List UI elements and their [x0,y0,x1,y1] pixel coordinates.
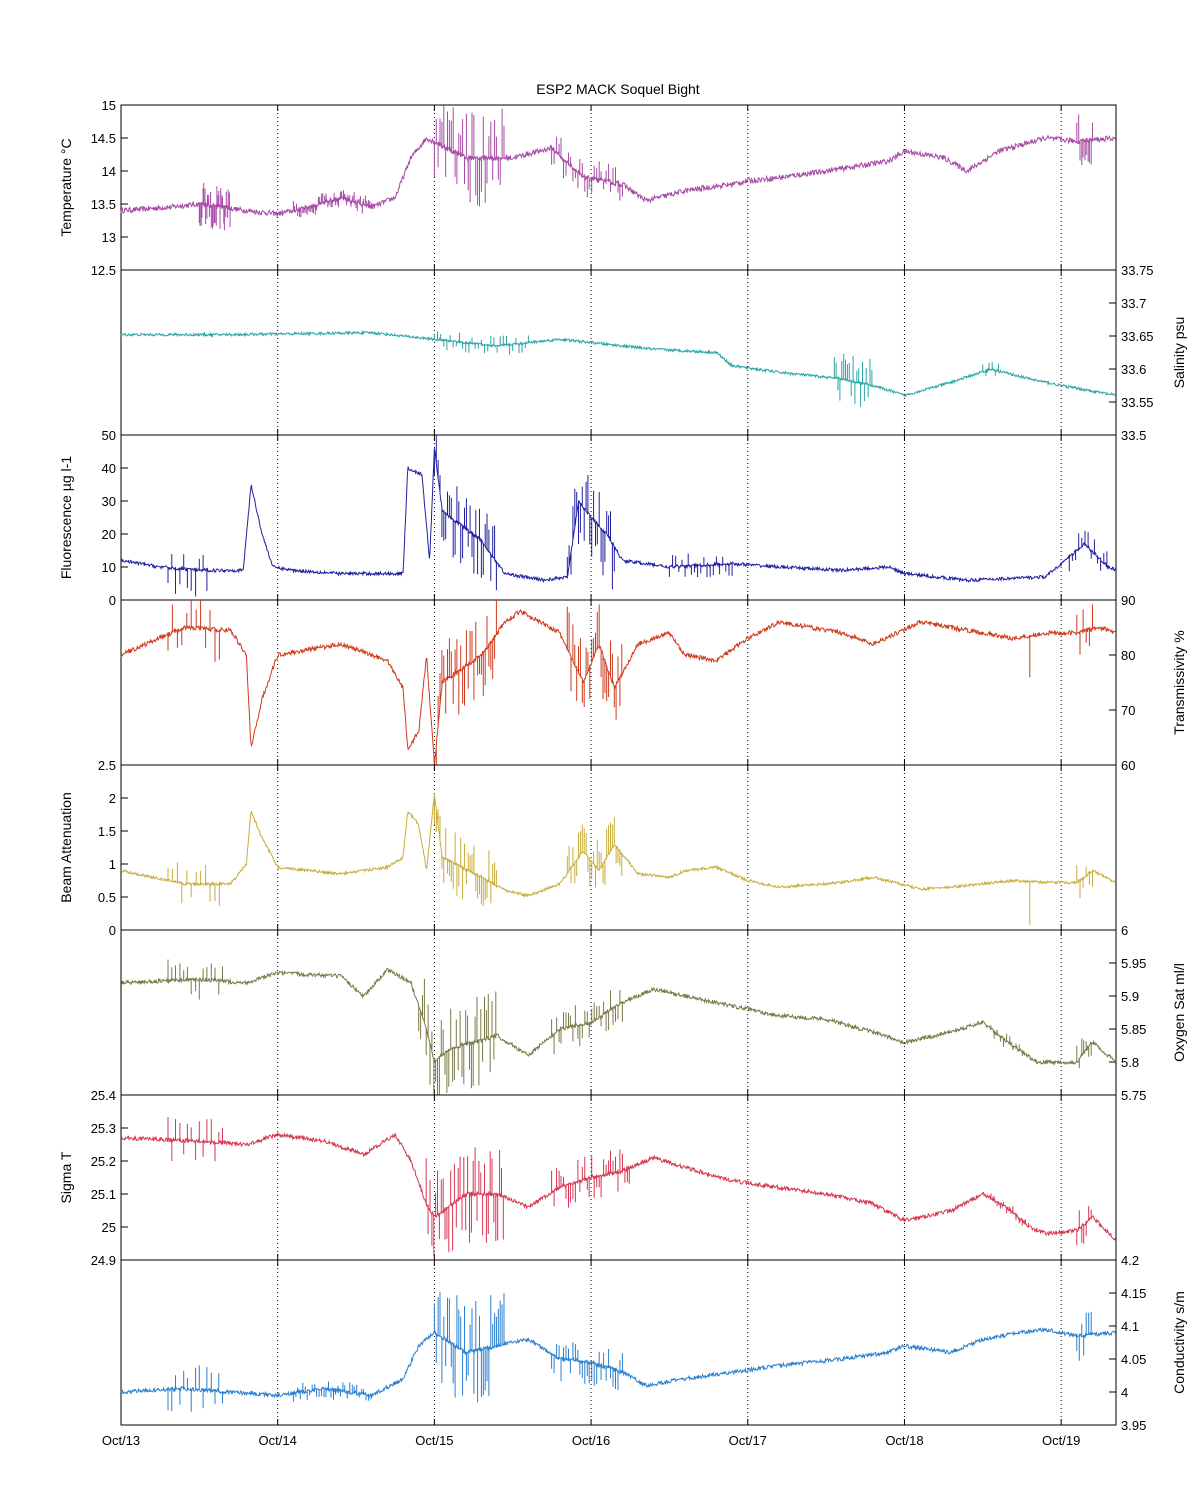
y-tick-label: 6 [1121,923,1128,938]
y-tick-label: 33.7 [1121,296,1146,311]
y-tick-label: 33.5 [1121,428,1146,443]
y-tick-label: 25.4 [91,1088,116,1103]
panel-beam_attenuation: 0 0.5 1 1.5 2 2.5 Beam Attenuation [58,758,1117,938]
y-tick-label: 2.5 [98,758,116,773]
x-tick-label: Oct/14 [259,1433,297,1448]
y-tick-label: 13 [102,230,116,245]
y-tick-label: 33.55 [1121,395,1154,410]
y-tick-label: 0 [109,593,116,608]
y-tick-label: 30 [102,494,116,509]
y-axis-label: Transmissivity % [1171,630,1187,735]
panel-oxygen: 5.75 5.8 5.85 5.9 5.95 6 Oxygen Sat ml/l [120,923,1187,1103]
y-tick-label: 80 [1121,648,1135,663]
y-tick-label: 25 [102,1220,116,1235]
y-axis-label: Salinity psu [1171,317,1187,389]
y-tick-label: 60 [1121,758,1135,773]
series-line-sigma_t [120,1117,1117,1257]
x-tick-label: Oct/13 [102,1433,140,1448]
y-tick-label: 70 [1121,703,1135,718]
y-tick-label: 5.95 [1121,956,1146,971]
y-tick-label: 50 [102,428,116,443]
y-tick-label: 4.1 [1121,1319,1139,1334]
series-line-conductivity [120,1291,1116,1412]
y-axis-label: Beam Attenuation [58,792,74,903]
y-tick-label: 13.5 [91,197,116,212]
y-tick-label: 33.65 [1121,329,1154,344]
panel-salinity: 33.5 33.55 33.6 33.65 33.7 33.75 Salinity psu [120,263,1187,443]
y-tick-label: 4.05 [1121,1352,1146,1367]
x-tick-label: Oct/19 [1042,1433,1080,1448]
y-tick-label: 4 [1121,1385,1128,1400]
y-tick-label: 3.95 [1121,1418,1146,1433]
x-tick-label: Oct/16 [572,1433,610,1448]
y-tick-label: 1.5 [98,824,116,839]
y-tick-label: 24.9 [91,1253,116,1268]
series-line-transmissivity [120,600,1116,766]
series-line-temperature [120,105,1117,231]
series-line-oxygen [120,959,1117,1095]
y-tick-label: 0.5 [98,890,116,905]
x-tick-label: Oct/15 [415,1433,453,1448]
y-tick-label: 25.1 [91,1187,116,1202]
y-tick-label: 5.75 [1121,1088,1146,1103]
y-axis-label: Fluorescence µg l-1 [58,456,74,579]
x-tick-label: Oct/17 [729,1433,767,1448]
y-tick-label: 20 [102,527,116,542]
panel-sigma_t: 24.9 25 25.1 25.2 25.3 25.4 Sigma T [58,1088,1117,1268]
panel-conductivity: 3.95 4 4.05 4.1 4.15 4.2 Conductivity s/m [120,1253,1187,1433]
y-tick-label: 90 [1121,593,1135,608]
y-tick-label: 2 [109,791,116,806]
y-tick-label: 40 [102,461,116,476]
y-tick-label: 5.9 [1121,989,1139,1004]
y-tick-label: 5.85 [1121,1022,1146,1037]
y-axis-label: Oxygen Sat ml/l [1171,963,1187,1062]
series-line-beam_attenuation [120,793,1116,925]
series-line-fluorescence [120,435,1117,597]
y-axis-label: Temperature °C [58,138,74,236]
y-axis-label: Conductivity s/m [1171,1291,1187,1394]
y-tick-label: 25.2 [91,1154,116,1169]
y-tick-label: 5.8 [1121,1055,1139,1070]
y-tick-label: 14 [102,164,116,179]
y-tick-label: 33.75 [1121,263,1154,278]
y-tick-label: 15 [102,98,116,113]
y-tick-label: 14.5 [91,131,116,146]
y-tick-label: 25.3 [91,1121,116,1136]
x-tick-label: Oct/18 [885,1433,923,1448]
y-axis-label: Sigma T [58,1151,74,1203]
y-tick-label: 1 [109,857,116,872]
y-tick-label: 4.2 [1121,1253,1139,1268]
y-tick-label: 4.15 [1121,1286,1146,1301]
y-tick-label: 10 [102,560,116,575]
panel-fluorescence: 0 10 20 30 40 50 Fluorescence µg l-1 [58,428,1117,608]
y-tick-label: 12.5 [91,263,116,278]
series-line-salinity [120,329,1117,407]
chart-title: ESP2 MACK Soquel Bight [536,81,700,97]
panel-transmissivity: 60 70 80 90 Transmissivity % [120,593,1187,773]
panel-frame [120,1259,1117,1426]
y-tick-label: 0 [109,923,116,938]
y-tick-label: 33.6 [1121,362,1146,377]
